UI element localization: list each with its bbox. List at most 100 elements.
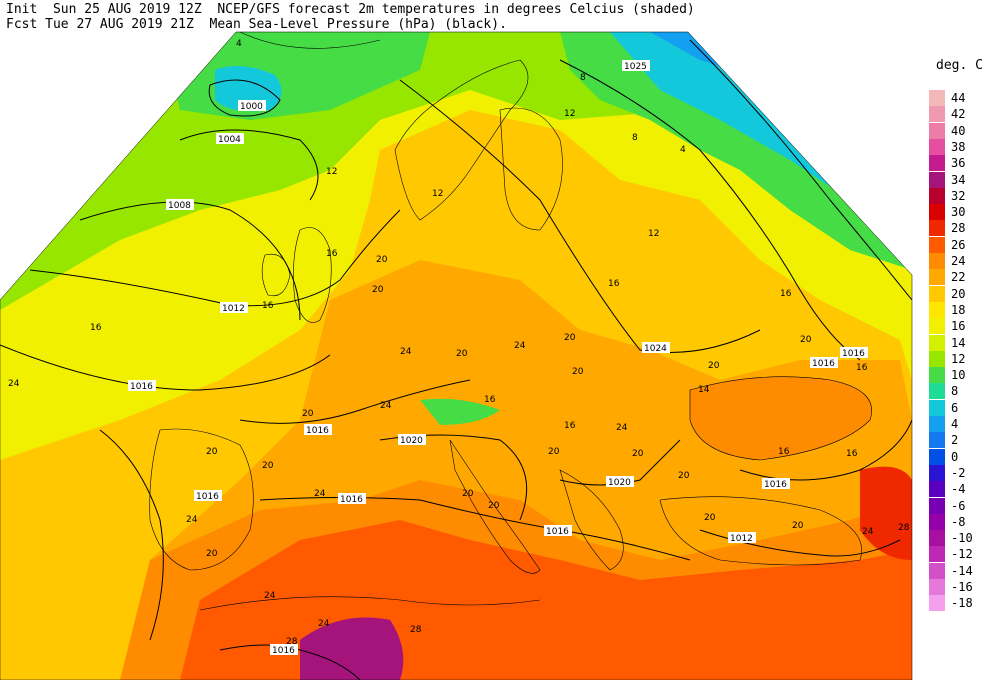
temperature-label: 20 [462,489,474,499]
temperature-label: 16 [564,421,576,431]
legend-swatch [929,122,945,139]
temperature-label: 20 [800,335,812,345]
isobar-label: 1016 [272,646,295,656]
legend-swatch [929,106,945,123]
temperature-label: 20 [206,549,218,559]
isobar-1016-africa [219,644,361,680]
black-sea-coast [689,376,872,461]
temperature-label: 24 [264,591,276,601]
temperature-label: 20 [456,349,468,359]
temperature-label: 24 [514,341,526,351]
legend-swatch [929,530,945,547]
legend-label: 40 [951,123,966,138]
legend-swatch [929,497,945,514]
isobar-label-bg [642,342,670,353]
isobar-label-bg [220,302,248,313]
temperature-label: 20 [564,333,576,343]
isobar-label-layer: 1025 1000 1004 1008 1012 1016 1016 1016 … [128,60,868,656]
isobar-1008 [79,201,301,321]
balkans-coast [559,469,624,571]
isobar-label: 1016 [812,359,835,369]
legend-label: -16 [951,580,973,594]
temperature-label: 20 [792,521,804,531]
legend-label: 32 [951,188,966,203]
header-line-2: Fcst Tue 27 AUG 2019 21Z Mean Sea-Level … [6,17,695,32]
iberia-coast [149,428,254,571]
temperature-label: 28 [410,625,422,635]
legend-swatch [929,562,945,579]
legend-swatch [929,155,945,172]
isobar-label: 1012 [222,304,245,314]
legend-label: 22 [951,270,966,285]
temperature-label: 12 [648,229,659,239]
isobar-label: 1016 [306,426,329,436]
isobar-label-bg [304,424,332,435]
temperature-label: 24 [380,401,392,411]
temperature-label: 24 [314,489,326,499]
isobar-label-bg [762,478,790,489]
legend-swatch [929,285,945,302]
north-africa-coast [199,596,541,611]
legend-label: 34 [951,172,966,187]
temperature-label: 20 [262,461,274,471]
legend-label: -2 [951,465,966,480]
legend-label: 44 [951,91,966,105]
isobar-label-bg [398,434,426,445]
isobar-1012 [29,209,401,307]
legend-label: 12 [951,351,966,366]
isobar-label: 1016 [546,527,569,537]
isobar-label: 1016 [130,382,153,392]
legend-swatch [929,220,945,237]
header-line-1: Init Sun 25 AUG 2019 12Z NCEP/GFS foreca… [6,2,695,17]
pressure-title: Mean Sea-Level Pressure (hPa) (black). [209,17,507,32]
italy-coast [449,439,541,574]
temperature-label: 28 [898,523,910,533]
legend-label: -10 [951,531,973,546]
temperature-label: 16 [780,289,792,299]
legend-label: 6 [951,400,959,415]
temperature-label: 24 [616,423,628,433]
greenland-sea-coast [239,32,381,49]
isobar-label: 1016 [340,495,363,505]
britain-coast [293,227,332,323]
isobar-label-bg [166,199,194,210]
legend-swatch [929,383,945,400]
isobar-1024 [399,79,761,353]
isobar-label-bg [270,644,298,655]
isobar-label-bg [216,133,244,144]
legend-title: deg. C [936,58,983,73]
isobar-label-bg [622,60,650,71]
legend-label: 4 [951,417,959,431]
isobar-label: 1000 [240,102,263,112]
temperature-label: 16 [484,395,496,405]
temperature-label: 14 [698,385,710,395]
legend-swatch [929,546,945,563]
isobar-label-bg [840,347,868,358]
legend-swatch [929,269,945,286]
isobar-1016-med [259,497,691,561]
legend-swatch [929,204,945,221]
temperature-label: 20 [206,447,218,457]
isobar-label: 1016 [764,480,787,490]
temperature-label: 20 [632,449,644,459]
temperature-label: 20 [572,367,584,377]
valid-time: Fcst Tue 27 AUG 2019 21Z [6,17,194,32]
isobar-label-bg [338,493,366,504]
legend-swatch [929,579,945,595]
legend-swatch [929,171,945,188]
temperature-label: 16 [262,301,274,311]
middle-east-hot [860,466,912,560]
init-time: Init Sun 25 AUG 2019 12Z [6,2,202,17]
isobar-label-bg [810,357,838,368]
legend-swatch [929,318,945,335]
map-frame [0,31,913,681]
isobar-1025 [689,39,912,301]
legend-label: 24 [951,254,966,268]
legend-label: -8 [951,514,966,529]
temperature-label: 12 [564,109,575,119]
legend-label: 30 [951,205,966,220]
isobar-label: 1020 [608,478,631,488]
